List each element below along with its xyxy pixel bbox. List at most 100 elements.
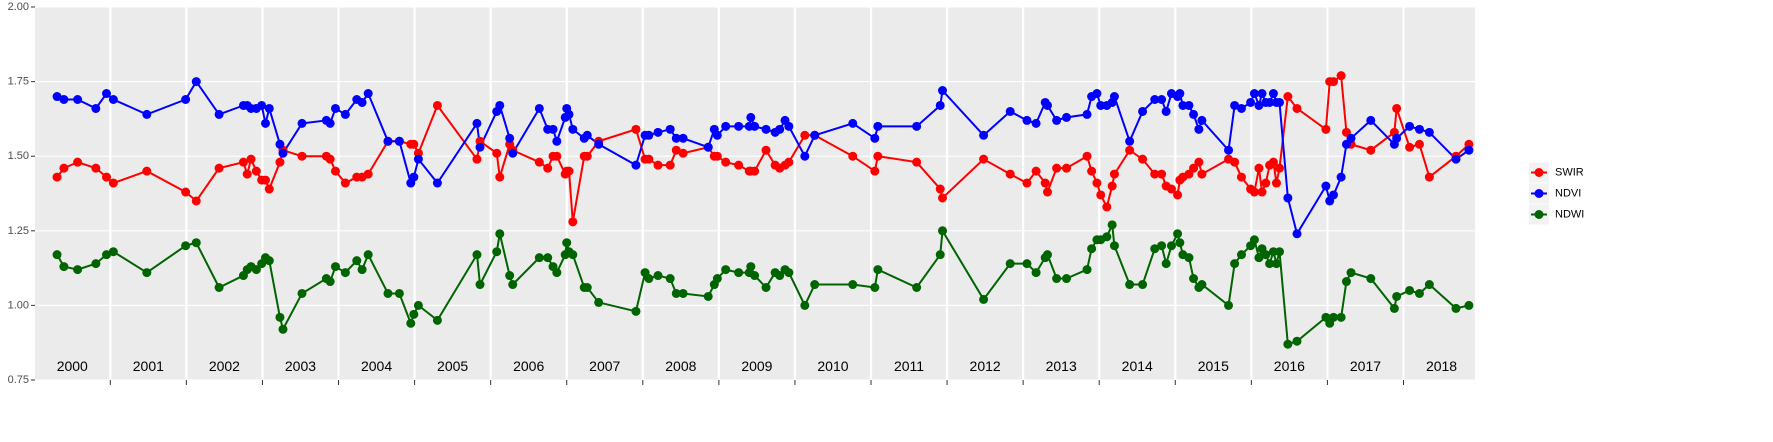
data-point — [1414, 139, 1424, 149]
data-point — [508, 280, 518, 290]
data-point — [784, 157, 794, 167]
data-point — [1189, 274, 1199, 284]
data-point — [750, 166, 760, 176]
data-point — [873, 121, 883, 131]
data-point — [1254, 163, 1264, 173]
data-point — [246, 154, 256, 164]
data-point — [1329, 312, 1339, 322]
data-point — [472, 154, 482, 164]
data-point — [495, 172, 505, 182]
data-point — [873, 265, 883, 275]
data-point — [297, 288, 307, 298]
year-label: 2000 — [57, 358, 88, 374]
data-point — [1424, 280, 1434, 290]
data-point — [492, 247, 502, 257]
data-point — [352, 256, 362, 266]
data-point — [1166, 184, 1176, 194]
data-point — [1321, 181, 1331, 191]
data-point — [340, 178, 350, 188]
data-point — [1464, 300, 1474, 310]
data-point — [1257, 187, 1267, 197]
data-point — [562, 238, 572, 248]
data-point — [413, 300, 423, 310]
data-point — [1268, 89, 1278, 99]
data-point — [492, 148, 502, 158]
data-point — [191, 238, 201, 248]
data-point — [278, 324, 288, 334]
data-point — [1265, 97, 1275, 107]
data-point — [761, 145, 771, 155]
data-point — [1031, 268, 1041, 278]
data-point — [712, 151, 722, 161]
data-point — [275, 139, 285, 149]
data-point — [495, 229, 505, 239]
data-point — [1175, 89, 1185, 99]
data-point — [1283, 193, 1293, 203]
data-point — [1336, 71, 1346, 81]
data-point — [1249, 89, 1259, 99]
data-point — [1197, 169, 1207, 179]
data-point — [91, 259, 101, 269]
data-point — [1405, 142, 1415, 152]
data-point — [275, 312, 285, 322]
data-point — [432, 178, 442, 188]
data-point — [1464, 145, 1474, 155]
data-point — [800, 151, 810, 161]
data-point — [1236, 250, 1246, 260]
data-point — [1082, 265, 1092, 275]
data-point — [1005, 169, 1015, 179]
data-point — [665, 160, 675, 170]
data-point — [1125, 136, 1135, 146]
data-point — [181, 241, 191, 251]
data-point — [1125, 145, 1135, 155]
data-point — [665, 124, 675, 134]
data-point — [432, 315, 442, 325]
data-point — [1109, 241, 1119, 251]
data-point — [938, 86, 948, 96]
data-point — [394, 136, 404, 146]
data-point — [1261, 250, 1271, 260]
data-point — [1107, 181, 1117, 191]
data-point — [1052, 274, 1062, 284]
data-point — [330, 166, 340, 176]
data-point — [340, 268, 350, 278]
data-point — [810, 130, 820, 140]
data-point — [1366, 145, 1376, 155]
data-point — [260, 175, 270, 185]
data-point — [1268, 157, 1278, 167]
data-point — [472, 118, 482, 128]
data-point — [297, 151, 307, 161]
data-point — [357, 265, 367, 275]
data-point — [582, 282, 592, 292]
data-point — [1341, 277, 1351, 287]
year-label: 2010 — [817, 358, 848, 374]
data-point — [1184, 100, 1194, 110]
data-point — [552, 268, 562, 278]
data-point — [1157, 241, 1167, 251]
data-point — [678, 133, 688, 143]
data-point — [1414, 288, 1424, 298]
data-point — [678, 288, 688, 298]
data-point — [1321, 124, 1331, 134]
year-label: 2017 — [1350, 358, 1381, 374]
data-point — [340, 109, 350, 119]
data-point — [746, 262, 756, 272]
data-point — [406, 318, 416, 328]
data-point — [1249, 187, 1259, 197]
data-point — [297, 118, 307, 128]
data-point — [1062, 112, 1072, 122]
data-point — [734, 268, 744, 278]
data-point — [1254, 100, 1264, 110]
data-point — [1092, 89, 1102, 99]
data-point — [1230, 259, 1240, 269]
data-point — [1109, 92, 1119, 102]
data-point — [775, 271, 785, 281]
data-point — [1236, 172, 1246, 182]
year-label: 2003 — [285, 358, 316, 374]
data-point — [409, 139, 419, 149]
data-point — [1424, 172, 1434, 182]
data-point — [1031, 118, 1041, 128]
data-point — [260, 118, 270, 128]
data-point — [1175, 238, 1185, 248]
